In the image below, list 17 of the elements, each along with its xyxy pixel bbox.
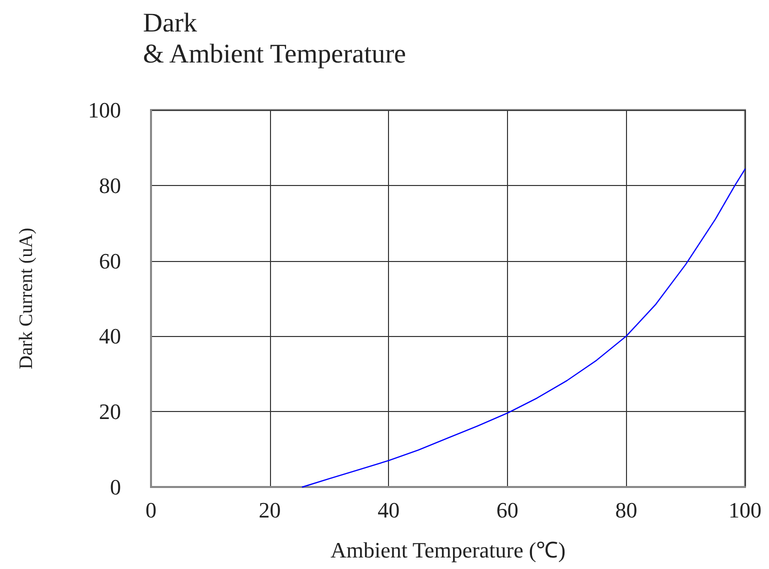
y-tick-label: 20: [99, 399, 121, 424]
chart-subtitle: & Ambient Temperature: [143, 38, 406, 68]
y-tick-label: 0: [110, 474, 121, 500]
y-axis-title: Dark Current (uA): [16, 228, 37, 370]
y-tick-label: 80: [99, 172, 121, 198]
y-tick-label: 100: [88, 98, 121, 122]
x-tick-label: 20: [258, 498, 281, 522]
x-tick-label: 40: [378, 498, 400, 522]
chart-title: Dark: [143, 8, 198, 38]
x-axis-title: Ambient Temperature (℃): [330, 538, 566, 562]
y-tick-label: 60: [99, 248, 121, 274]
x-tick-label: 0: [146, 498, 156, 522]
y-tick-label: 40: [99, 324, 121, 349]
line-series: [302, 168, 746, 488]
x-tick-label: 100: [728, 498, 762, 522]
x-tick-label: 60: [496, 498, 518, 522]
x-tick-label: 80: [615, 498, 638, 522]
